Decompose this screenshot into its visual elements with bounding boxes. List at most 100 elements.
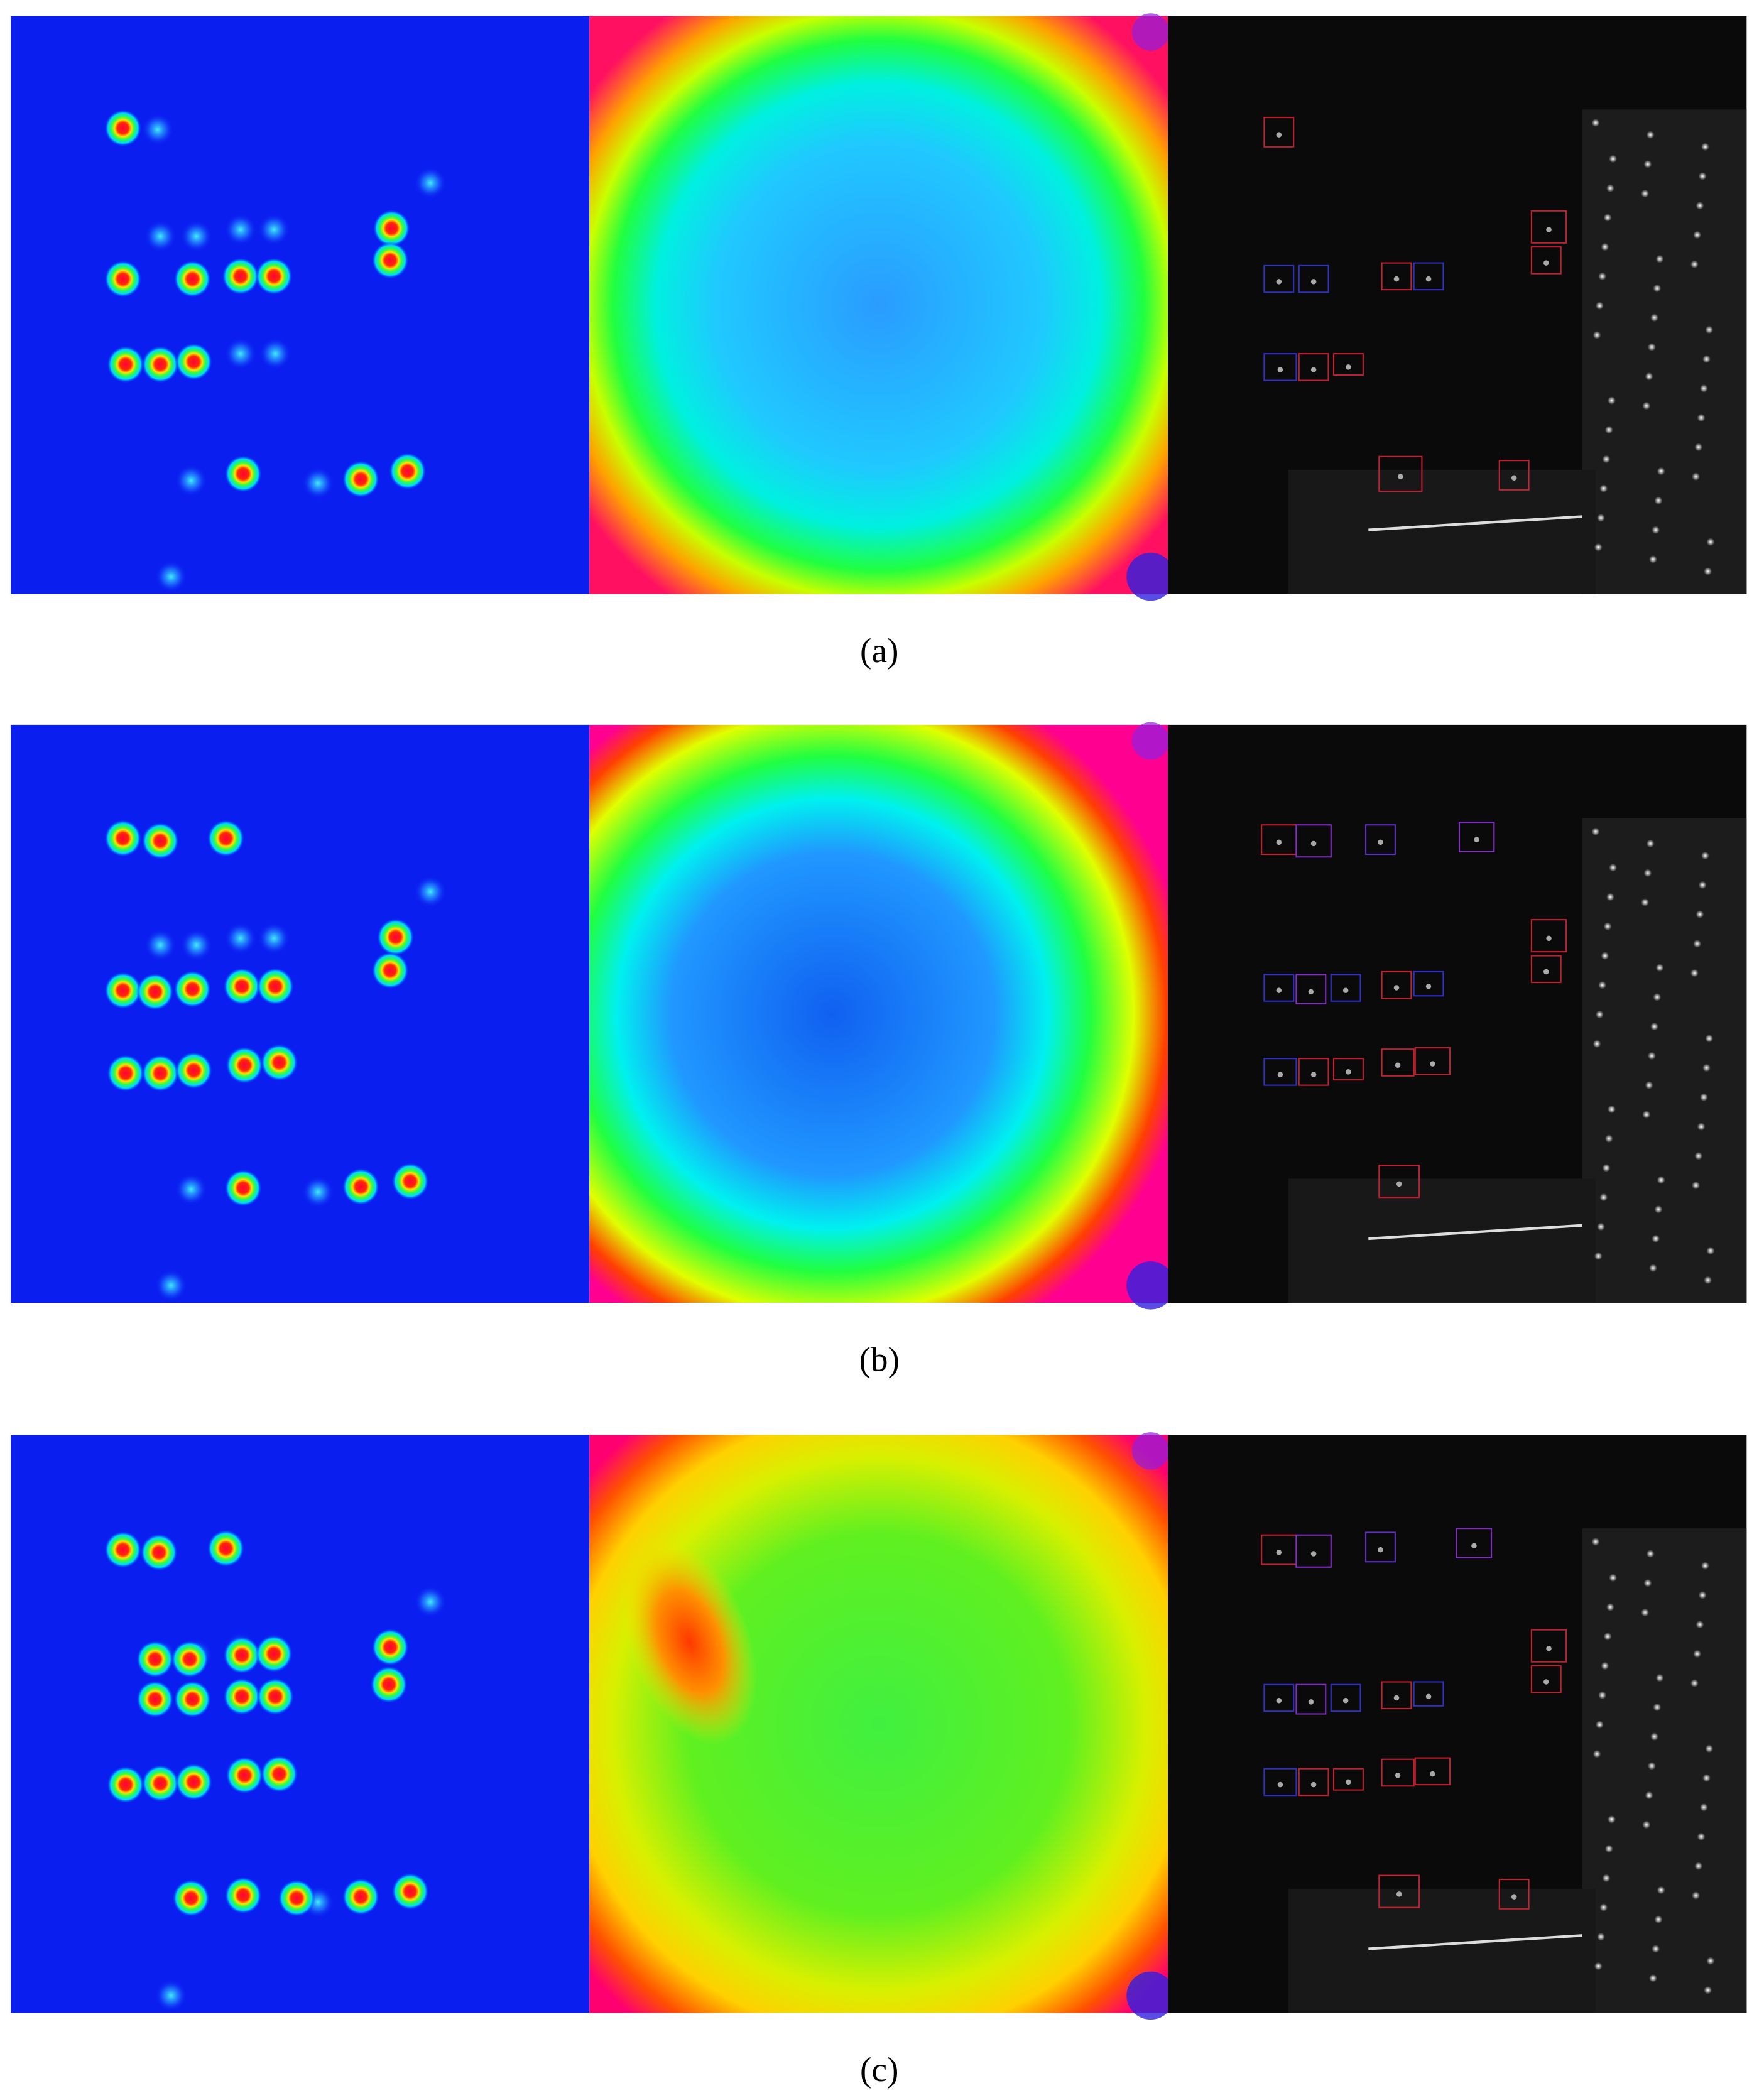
runway-lights xyxy=(1368,1934,1582,1950)
bright-scatter xyxy=(1603,1632,1612,1641)
bright-scatter xyxy=(1694,1151,1703,1160)
bright-scatter xyxy=(1657,1886,1665,1895)
detection-box xyxy=(1263,1683,1295,1712)
urban-area xyxy=(1288,1178,1596,1303)
target xyxy=(1511,1894,1517,1900)
detection-box xyxy=(1263,1768,1297,1797)
bright-scatter xyxy=(1693,1650,1702,1658)
bright-scatter xyxy=(1694,443,1703,452)
corner-peak xyxy=(1131,1432,1170,1470)
response-peak xyxy=(141,822,180,860)
target xyxy=(1342,987,1349,993)
detection-box xyxy=(1381,970,1412,999)
faint-response xyxy=(224,337,257,370)
faint-response xyxy=(258,214,290,246)
target xyxy=(1310,1781,1317,1788)
bright-scatter xyxy=(1649,1974,1657,1982)
target xyxy=(1396,1181,1402,1187)
attention-map xyxy=(589,724,1168,1303)
target xyxy=(1425,1693,1432,1700)
target xyxy=(1471,1543,1477,1548)
bright-scatter xyxy=(1646,839,1655,848)
response-peak xyxy=(107,345,144,383)
bright-scatter xyxy=(1653,284,1662,293)
heatmap-background xyxy=(11,1435,590,2013)
target xyxy=(1276,1698,1282,1704)
target xyxy=(1276,1550,1282,1555)
target xyxy=(1310,367,1317,372)
detection-box xyxy=(1263,116,1295,148)
response-peak xyxy=(256,1678,294,1715)
bright-scatter xyxy=(1646,1550,1655,1558)
bright-scatter xyxy=(1705,1034,1714,1043)
response-peak xyxy=(104,260,142,298)
target xyxy=(1395,1773,1401,1778)
urban-area xyxy=(1582,818,1747,1303)
detection-box xyxy=(1413,1681,1444,1707)
response-peak xyxy=(224,455,262,493)
bright-scatter xyxy=(1697,1832,1706,1841)
bright-scatter xyxy=(1643,160,1652,168)
bright-scatter xyxy=(1602,1164,1611,1172)
bright-scatter xyxy=(1601,952,1609,960)
bright-scatter xyxy=(1606,893,1614,901)
bright-scatter xyxy=(1645,1791,1653,1800)
detection-box xyxy=(1381,262,1412,291)
bright-scatter xyxy=(1696,1620,1704,1629)
target xyxy=(1430,1061,1435,1067)
panel-caption: (a) xyxy=(860,631,898,670)
response-peak xyxy=(226,1756,264,1794)
bright-scatter xyxy=(1606,1603,1614,1611)
bright-scatter xyxy=(1702,1774,1711,1782)
heatmap-background xyxy=(11,16,590,594)
detection-box xyxy=(1530,955,1562,984)
bright-scatter xyxy=(1657,1176,1665,1184)
bright-scatter xyxy=(1698,881,1707,889)
bright-scatter xyxy=(1701,143,1709,151)
bright-scatter xyxy=(1604,1844,1613,1853)
bright-scatter xyxy=(1690,969,1699,977)
detection-box xyxy=(1414,1047,1451,1075)
bright-scatter xyxy=(1609,863,1617,872)
response-peak xyxy=(342,1878,380,1916)
target xyxy=(1546,227,1552,232)
target xyxy=(1277,1781,1283,1788)
bright-scatter xyxy=(1609,155,1617,163)
faint-response xyxy=(302,1176,334,1209)
detection-box xyxy=(1413,970,1444,997)
response-peak xyxy=(140,1533,178,1572)
response-peak xyxy=(370,1666,408,1704)
target xyxy=(1425,276,1432,282)
target xyxy=(1276,132,1282,138)
bright-scatter xyxy=(1645,372,1653,381)
bright-scatter xyxy=(1653,993,1662,1001)
target xyxy=(1474,837,1479,842)
bright-scatter xyxy=(1591,1538,1600,1546)
target xyxy=(1276,279,1282,285)
faint-response xyxy=(180,220,213,253)
target xyxy=(1546,935,1552,942)
runway-lights xyxy=(1368,515,1582,531)
panel-caption: (b) xyxy=(859,1340,900,1378)
detection-box xyxy=(1295,1683,1327,1715)
bright-scatter xyxy=(1641,1608,1650,1617)
heatmap-panel xyxy=(11,16,590,594)
response-peak xyxy=(136,1640,174,1678)
bright-scatter xyxy=(1606,184,1614,192)
detection-box xyxy=(1263,353,1297,381)
detection-box xyxy=(1381,1048,1415,1077)
faint-response xyxy=(155,560,187,593)
urban-area xyxy=(1582,109,1747,594)
detection-box xyxy=(1263,264,1295,293)
bright-scatter xyxy=(1647,1052,1656,1060)
urban-area xyxy=(1582,1528,1747,2013)
urban-area xyxy=(1288,470,1596,594)
faint-response xyxy=(414,166,447,199)
detection-box xyxy=(1298,264,1329,293)
corner-peak xyxy=(1131,722,1170,760)
detection-box xyxy=(1295,974,1327,1005)
detection-box xyxy=(1330,1683,1361,1712)
target xyxy=(1378,1547,1383,1553)
detection-box xyxy=(1458,821,1495,852)
detection-box xyxy=(1298,1058,1329,1086)
